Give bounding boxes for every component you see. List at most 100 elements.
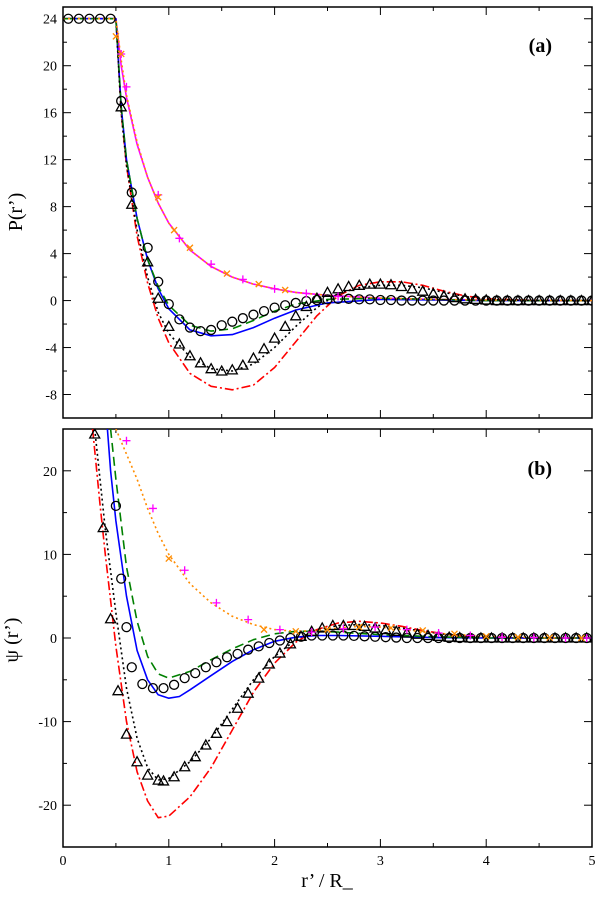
panel-b-circle-marker — [391, 632, 402, 643]
panel-a-triangle-marker — [480, 293, 493, 305]
panel-a-triangle-marker — [342, 280, 355, 292]
panel-a-circle-marker — [258, 305, 270, 317]
panel-a-circle-marker — [396, 295, 407, 306]
panel-b-circle-marker — [200, 662, 211, 673]
panel-a-circle-marker — [438, 295, 450, 306]
panel-b-circle-marker — [211, 657, 222, 668]
panel-b-triangle-marker — [263, 657, 276, 669]
panel-a-x-marker — [117, 50, 125, 58]
panel-b-plus-marker — [434, 628, 443, 637]
panel-b-circle-marker — [348, 630, 360, 642]
x-tick-label: 0 — [60, 854, 67, 869]
panel-a-plus-marker — [238, 275, 247, 284]
panel-b-circle-marker — [359, 631, 370, 642]
panel-b-triangle-marker — [210, 726, 223, 738]
panel-a-triangle-marker — [490, 294, 503, 306]
panel-a-triangle-marker — [353, 278, 366, 290]
panel-a-series-5-line — [63, 17, 592, 302]
panel-b-plus-marker — [561, 634, 570, 642]
panel-a-circle-marker — [184, 322, 196, 333]
panel-b-plus-marker — [402, 625, 411, 634]
panel-b-circle-marker — [168, 679, 180, 690]
panel-b-triangle-marker — [231, 701, 244, 713]
panel-b-triangle-marker — [453, 631, 466, 643]
panel-a-plus-marker — [334, 292, 343, 301]
panel-a-triangle-marker — [469, 293, 482, 305]
panel-a-circle-marker — [248, 309, 259, 320]
panel-a-triangle-marker — [162, 320, 175, 332]
panel-a-triangle-marker — [543, 294, 556, 306]
panel-a-circle-marker — [105, 13, 116, 24]
panel-a-circle-marker — [364, 294, 375, 305]
panel-b-circle-marker — [380, 632, 391, 643]
panel-a-triangle-marker — [532, 294, 546, 306]
panel-a-triangle-marker — [427, 287, 440, 299]
panel-b-triangle-marker — [152, 773, 165, 785]
panel-a-circle-marker — [375, 294, 386, 306]
panel-a-triangle-marker — [173, 337, 186, 349]
x-tick-label: 2 — [271, 854, 278, 869]
panel-b-triangle-marker — [411, 627, 424, 639]
panel-a-ytick-label: -8 — [45, 389, 57, 404]
panel-a-plus-marker — [122, 82, 131, 91]
panel-a-triangle-marker — [501, 294, 514, 306]
panel-b-plus-marker — [529, 633, 538, 642]
panel-b-tag: (b) — [528, 458, 552, 480]
panel-b-x-marker — [260, 626, 268, 634]
panel-b-triangle-marker — [189, 750, 202, 762]
panel-a-triangle-marker — [236, 358, 249, 370]
panel-a: (a) P(r’) 24 20 16 12 8 4 0 -4 -8 — [5, 6, 593, 419]
panel-b-triangle-marker — [474, 631, 488, 643]
panel-b-plus-marker — [148, 504, 157, 513]
panel-b-plus-marker — [122, 436, 131, 445]
panel-b-triangle-marker — [400, 626, 413, 638]
panel-b-series-3-line — [109, 429, 592, 679]
panel-a-x-marker — [112, 32, 120, 40]
panel-a-triangle-marker — [279, 320, 292, 332]
panel-a-circle-marker — [142, 242, 153, 253]
panel-b-x-marker — [324, 626, 331, 634]
panel-b-triangle-marker — [157, 774, 170, 786]
panel-a-x-marker — [255, 280, 263, 288]
panel-a-triangle-marker — [374, 277, 387, 289]
panel-b-x-marker — [546, 634, 554, 642]
panel-a-triangle-marker — [363, 277, 376, 289]
panel-b-triangle-marker — [421, 629, 435, 641]
panel-b-x-marker — [355, 623, 363, 631]
panel-b-x-marker — [419, 627, 427, 634]
panel-a-triangle-marker — [247, 351, 260, 363]
panel-b-x-marker — [514, 633, 522, 641]
panel-b-plus-marker — [307, 628, 316, 637]
panel-b-ytick-label: 20 — [43, 465, 57, 480]
panel-b-plus-marker — [582, 634, 591, 642]
panel-b-circle-marker — [116, 573, 127, 584]
panel-b-triangle-marker — [88, 429, 101, 439]
panel-a-plus-marker — [175, 234, 184, 243]
panel-a-circle-marker — [174, 314, 185, 325]
panel-a-circle-marker — [94, 13, 106, 24]
panel-a-triangle-marker — [289, 309, 302, 321]
panel-b-triangle-marker — [284, 637, 297, 649]
panel-a-triangle-marker — [125, 197, 138, 209]
panel-b-triangle-marker — [570, 631, 583, 643]
panel-b-triangle-marker — [548, 631, 562, 643]
panel-a-triangle-marker — [511, 294, 525, 306]
panel-b-plus-marker — [339, 624, 348, 633]
panel-a-circle-marker — [195, 325, 206, 337]
panel-b-circle-marker — [327, 630, 338, 641]
panel-a-circle-marker — [216, 320, 227, 331]
panel-a-triangle-marker — [585, 294, 592, 306]
panel-b-triangle-marker — [220, 715, 234, 727]
panel-a-plus-marker — [270, 284, 279, 293]
panel-a-ticks — [62, 7, 593, 419]
panel-a-triangle-marker — [226, 363, 239, 375]
panel-b-plus-marker — [275, 625, 284, 634]
x-tick-label: 4 — [483, 854, 490, 869]
panel-a-ytick-label: 24 — [43, 13, 57, 28]
panel-a-circle-marker — [153, 276, 164, 287]
panel-b-triangle-marker — [464, 631, 477, 643]
panel-a-x-marker — [281, 286, 289, 294]
panel-a-circle-marker — [385, 294, 397, 306]
panel-b-ytick-label: -20 — [38, 799, 57, 814]
